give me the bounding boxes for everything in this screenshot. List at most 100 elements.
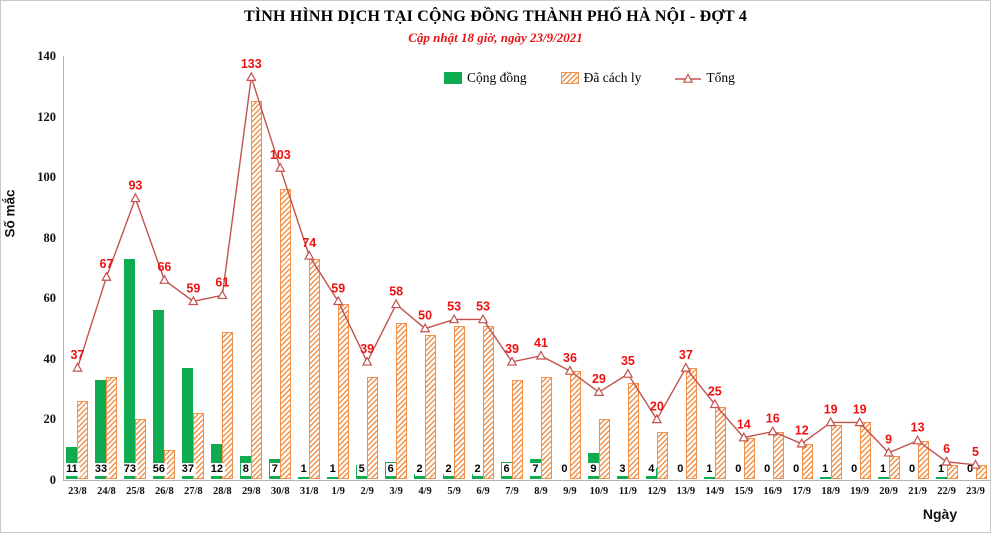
community-value-label: 0 (849, 463, 860, 476)
bar-da-cach-ly (367, 377, 379, 479)
bar-cong-dong (66, 446, 78, 479)
community-value-label: 5 (356, 463, 367, 476)
bar-da-cach-ly (483, 325, 495, 479)
total-value-label: 36 (563, 351, 577, 365)
total-value-label: 16 (766, 412, 780, 426)
legend-label: Cộng đồng (467, 70, 527, 85)
bar-da-cach-ly (540, 377, 552, 479)
total-value-label: 14 (737, 418, 751, 432)
x-tick-label: 10/9 (589, 486, 609, 497)
legend: Cộng đồng Đã cách ly Tổng (444, 70, 735, 86)
community-value-label: 8 (240, 463, 251, 476)
bar-da-cach-ly (338, 304, 350, 479)
community-value-label: 7 (269, 463, 280, 476)
x-tick-label: 2/9 (360, 486, 374, 497)
bar-da-cach-ly (685, 367, 697, 479)
community-value-label: 0 (964, 463, 976, 476)
total-value-label: 103 (270, 148, 291, 162)
total-value-label: 74 (302, 236, 316, 250)
community-value-label: 2 (472, 463, 483, 476)
bar-da-cach-ly (251, 101, 263, 479)
total-value-label: 93 (128, 178, 142, 192)
y-tick-label: 120 (37, 109, 56, 124)
bar-cong-dong (703, 476, 715, 479)
x-tick-label: 17/9 (792, 486, 812, 497)
total-value-label: 59 (331, 281, 345, 295)
x-tick-label: 31/8 (299, 486, 319, 497)
total-marker-triangle-icon (101, 271, 112, 281)
community-value-label: 0 (791, 463, 802, 476)
x-tick-label: 24/8 (97, 486, 116, 497)
community-value-label: 6 (501, 463, 512, 476)
total-value-label: 39 (505, 342, 519, 356)
legend-item: Đã cách ly (560, 70, 641, 86)
x-tick-label: 14/9 (705, 486, 725, 497)
legend-line-triangle-icon (675, 73, 702, 83)
bar-da-cach-ly (656, 431, 668, 479)
total-value-label: 37 (679, 348, 693, 362)
community-value-label: 2 (443, 463, 454, 476)
bar-cong-dong (124, 258, 136, 479)
bar-da-cach-ly (772, 431, 784, 479)
community-value-label: 4 (646, 463, 657, 476)
total-marker-triangle-icon (419, 322, 431, 333)
bar-da-cach-ly (888, 455, 900, 479)
community-value-label: 1 (704, 463, 715, 476)
total-value-label: 13 (911, 421, 925, 435)
bar-da-cach-ly (569, 370, 581, 479)
x-axis-title: Ngày (922, 506, 958, 522)
community-value-label: 1 (298, 463, 309, 476)
bar-da-cach-ly (425, 334, 437, 479)
total-value-label: 29 (592, 372, 606, 386)
total-marker-triangle-icon (593, 386, 605, 396)
bar-da-cach-ly (714, 407, 726, 479)
total-value-label: 5 (972, 445, 979, 459)
total-value-label: 133 (241, 57, 262, 71)
chart-title: TÌNH HÌNH DỊCH TẠI CỘNG ĐỒNG THÀNH PHỐ H… (243, 8, 748, 25)
total-marker-triangle-icon (535, 350, 547, 360)
total-value-label: 25 (708, 384, 722, 398)
x-tick-label: 27/8 (184, 486, 203, 497)
y-tick-label: 40 (43, 351, 57, 366)
total-marker-triangle-icon (390, 298, 402, 309)
bar-da-cach-ly (309, 258, 321, 479)
community-value-label: 0 (907, 463, 918, 476)
x-tick-label: 25/8 (126, 486, 145, 497)
legend-label: Tổng (706, 70, 735, 85)
total-value-label: 67 (100, 257, 114, 271)
x-tick-label: 23/9 (966, 486, 985, 497)
bar-cong-dong (414, 473, 426, 479)
total-value-label: 37 (71, 348, 85, 362)
bar-da-cach-ly (222, 331, 234, 479)
x-tick-label: 6/9 (476, 486, 490, 497)
legend-green-bar-icon (444, 72, 462, 84)
community-value-label: 6 (385, 463, 396, 476)
community-value-label: 7 (530, 463, 541, 476)
bar-da-cach-ly (280, 189, 292, 479)
y-tick-label: 100 (37, 170, 56, 185)
x-tick-label: 9/9 (563, 486, 577, 497)
total-line (76, 76, 976, 466)
bar-da-cach-ly (859, 422, 871, 479)
bar-da-cach-ly (830, 425, 842, 479)
x-tick-label: 7/9 (505, 486, 519, 497)
total-value-label: 6 (943, 442, 950, 456)
bar-da-cach-ly (946, 464, 958, 479)
total-marker-triangle-icon (275, 162, 286, 172)
total-value-label: 20 (650, 399, 664, 413)
y-tick-label: 60 (43, 291, 57, 306)
bar-cong-dong (877, 476, 889, 479)
total-value-label: 53 (447, 299, 461, 313)
total-value-label: 59 (186, 281, 200, 295)
community-value-label: 1 (327, 463, 338, 476)
community-value-label: 0 (559, 463, 570, 476)
bar-cong-dong (298, 476, 310, 479)
legend-item: Tổng (675, 70, 735, 86)
bar-da-cach-ly (743, 437, 755, 479)
community-value-label: 9 (588, 463, 599, 476)
x-tick-label: 18/9 (821, 486, 840, 497)
x-axis-line (63, 480, 990, 481)
bar-da-cach-ly (598, 419, 610, 479)
total-value-label: 39 (360, 342, 374, 356)
x-tick-label: 30/8 (270, 486, 290, 497)
